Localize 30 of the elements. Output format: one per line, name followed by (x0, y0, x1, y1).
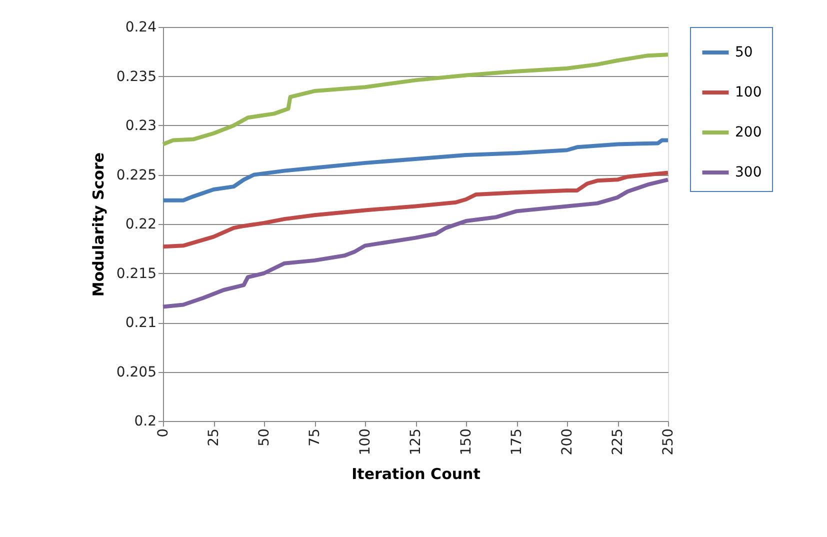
line-series (161, 52, 670, 146)
y-tick-label: 0.24 (125, 20, 157, 36)
y-tick-label: 0.2 (134, 414, 156, 430)
legend-label: 300 (735, 164, 762, 180)
x-tick-label: 125 (408, 428, 424, 456)
y-axis-title: Modularity Score (89, 152, 108, 297)
y-tick-label: 0.21 (125, 315, 156, 331)
x-tick-label: 25 (206, 428, 222, 446)
legend-label: 100 (735, 84, 762, 100)
x-tick-label: 250 (660, 428, 676, 456)
y-tick-label: 0.235 (116, 68, 156, 85)
x-tick-label: 225 (610, 428, 626, 456)
line-series (161, 178, 670, 309)
y-tick-label: 0.23 (125, 118, 156, 134)
x-tick-label: 75 (307, 428, 323, 446)
x-tick-label: 175 (509, 428, 525, 456)
legend-label: 200 (735, 124, 762, 140)
y-tick-label: 0.22 (125, 216, 156, 232)
legend-label: 50 (735, 44, 753, 60)
x-tick-label: 100 (358, 428, 374, 456)
y-tick-label: 0.225 (116, 167, 156, 184)
x-tick-label: 150 (458, 428, 474, 456)
line-series (161, 170, 670, 249)
x-axis-title: Iteration Count (352, 465, 480, 484)
y-tick-label: 0.205 (116, 364, 156, 380)
y-tick-label: 0.215 (116, 266, 156, 282)
x-tick-label: 0 (156, 428, 172, 438)
x-tick-label: 200 (560, 428, 576, 456)
line-series (161, 138, 670, 202)
x-tick-label: 50 (256, 428, 272, 446)
